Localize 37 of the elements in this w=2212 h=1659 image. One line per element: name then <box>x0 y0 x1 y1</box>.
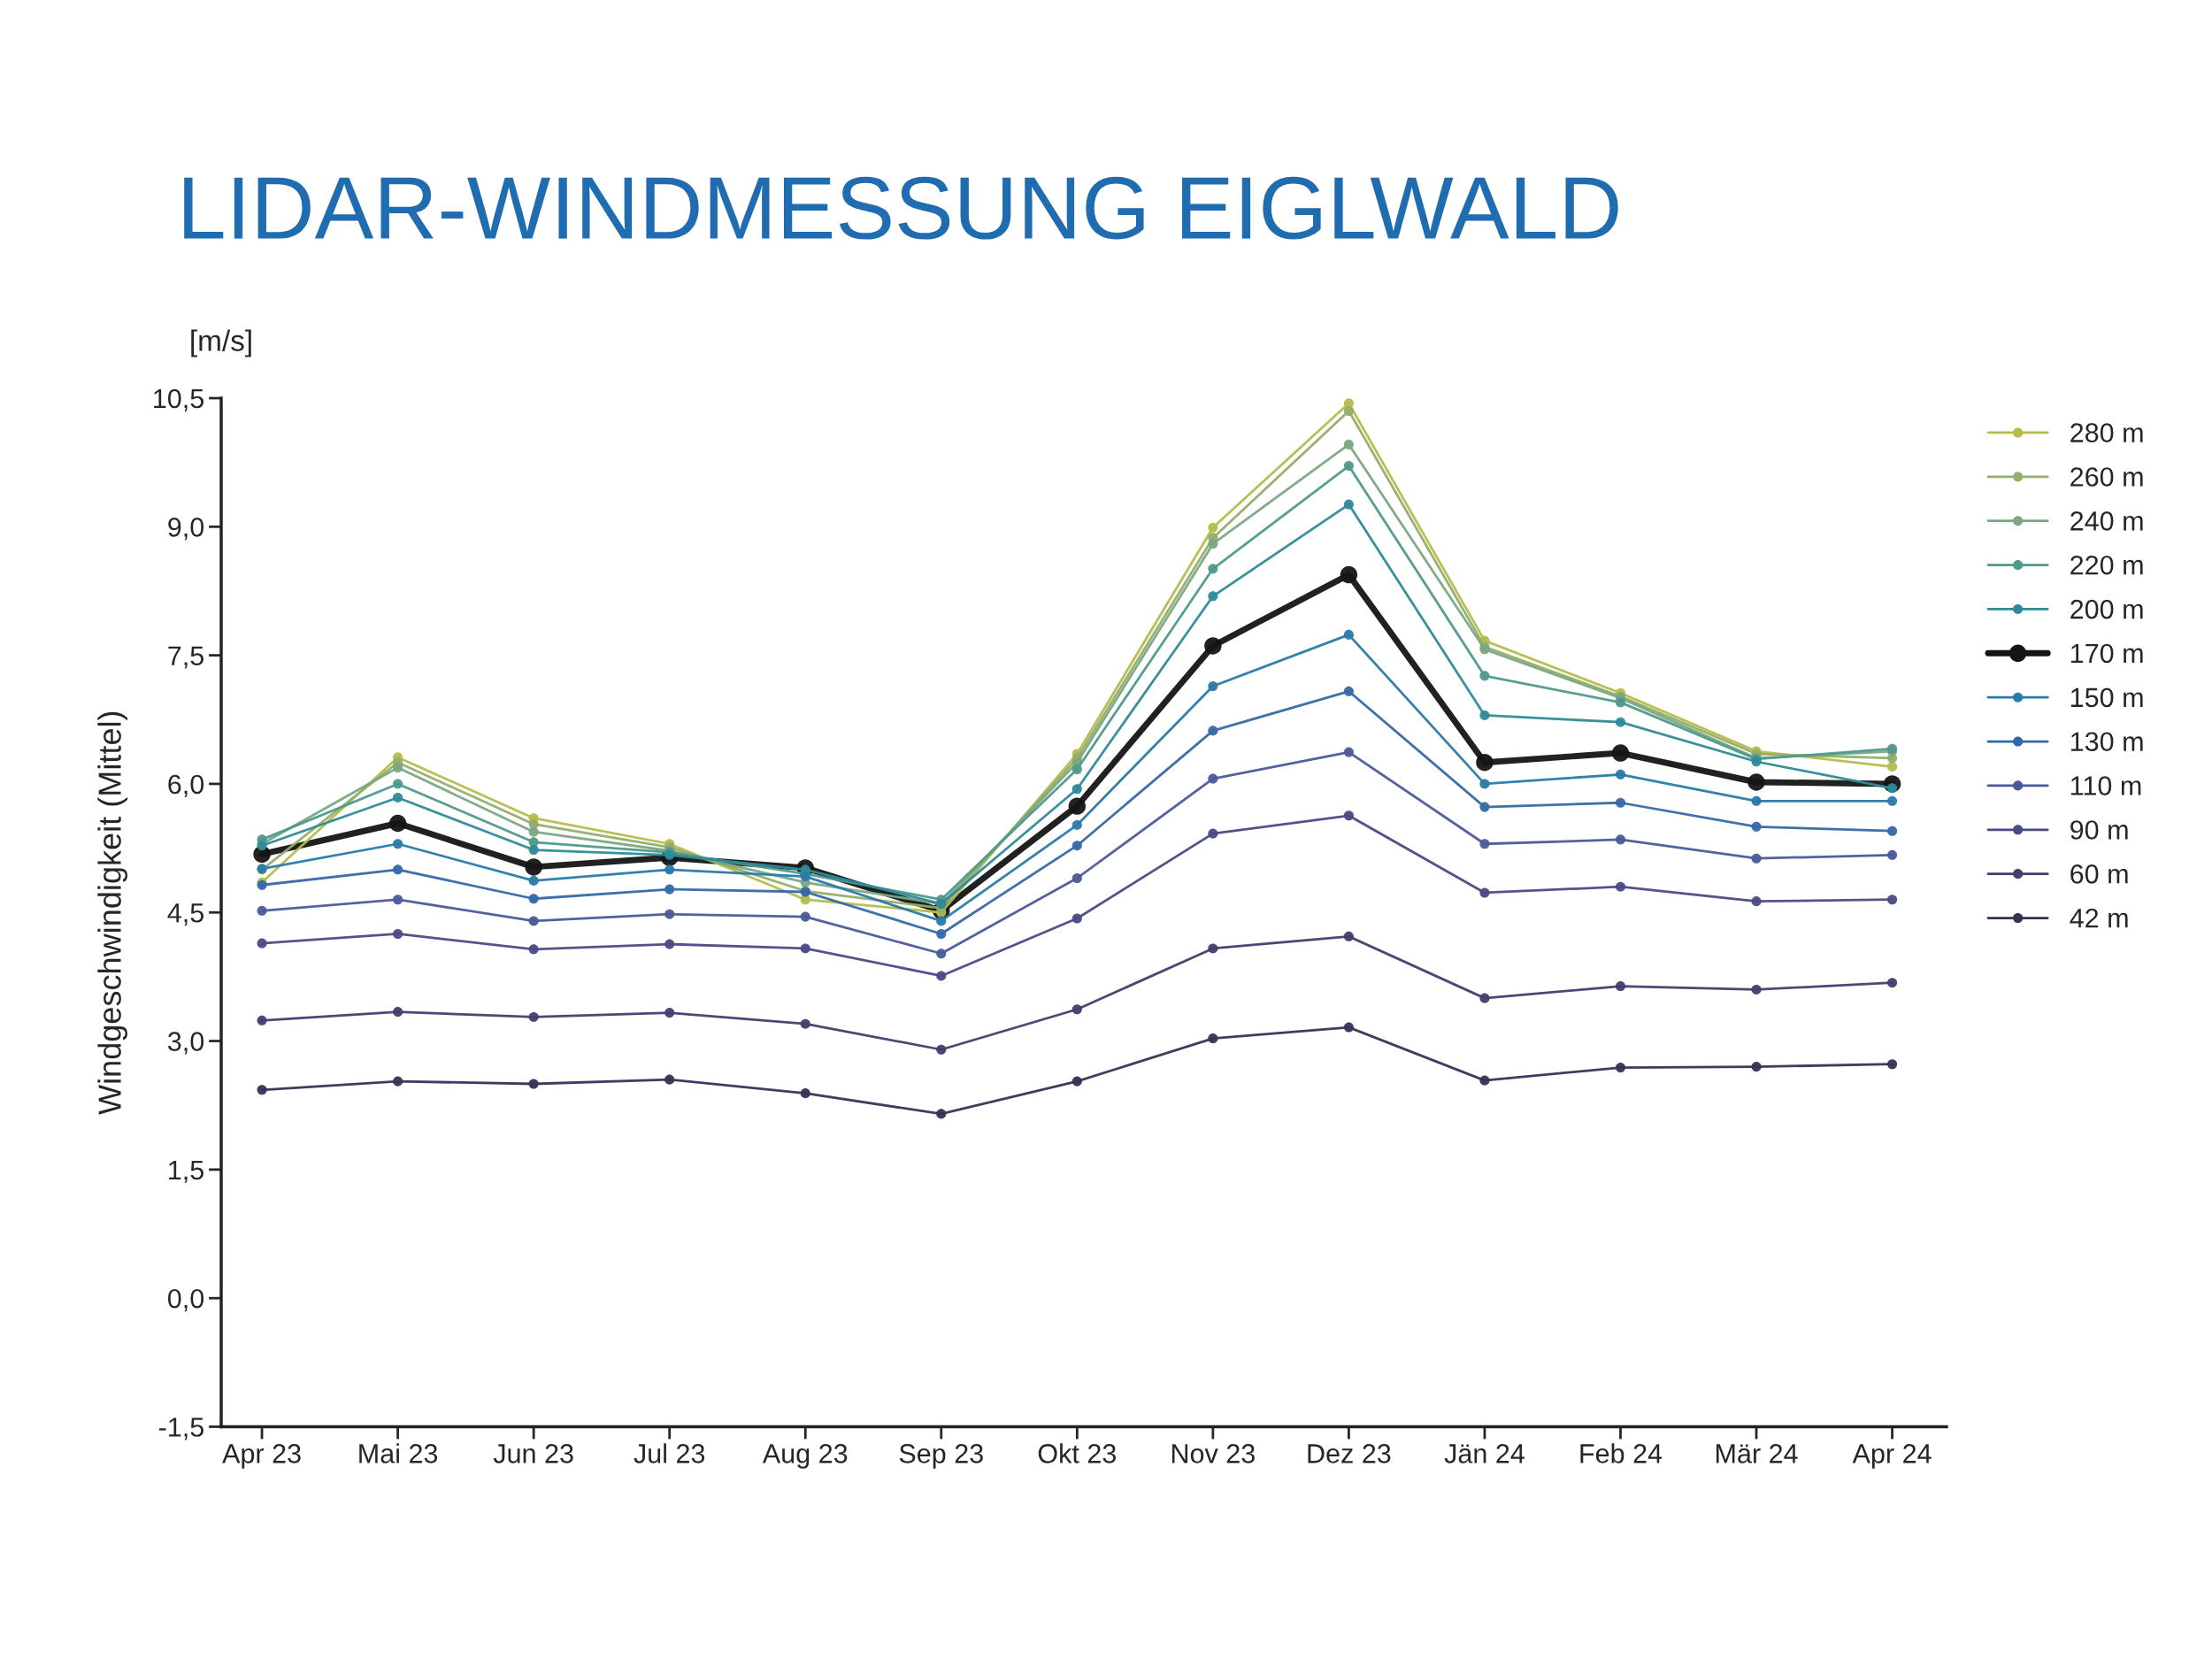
x-tick-label: Mär 24 <box>1717 1444 1798 1463</box>
y-tick-label: 4,5 <box>167 903 204 926</box>
text: [m/s] <box>191 329 251 357</box>
y-tick-label: 10,5 <box>154 388 204 411</box>
legend-label: 220 m <box>2070 555 2143 575</box>
x-tick-label: Dez 23 <box>1308 1444 1391 1463</box>
y-tick-label: 6,0 <box>168 774 204 797</box>
legend-label: 260 m <box>2070 467 2143 487</box>
x-tick-label: Jul 23 <box>634 1443 705 1463</box>
y-axis-title: Windgeschwindigkeit (Mittel) <box>97 711 128 1115</box>
legend-label: 170 m <box>2071 643 2143 664</box>
y-tick-label: 3,0 <box>167 1032 204 1055</box>
legend-label: 42 m <box>2070 908 2128 928</box>
x-tick-label: Jän 24 <box>1444 1444 1525 1463</box>
x-tick-label: Okt 23 <box>1038 1443 1116 1463</box>
legend-label: 200 m <box>2070 599 2143 619</box>
y-tick-label: 7,5 <box>168 646 204 669</box>
y-tick-label: 9,0 <box>168 518 204 541</box>
chart-title: LIDAR-WINDMESSUNG EIGLWALD <box>184 176 1618 240</box>
legend-label: 60 m <box>2070 864 2128 884</box>
legend-label: 130 m <box>2071 732 2143 752</box>
legend-label: 150 m <box>2071 687 2143 708</box>
legend-label: 280 m <box>2070 423 2143 442</box>
x-tick-label: Mai 23 <box>359 1443 438 1463</box>
legend-label: 240 m <box>2070 511 2143 531</box>
x-tick-label: Aug 23 <box>762 1444 848 1469</box>
x-tick-label: Nov 23 <box>1171 1444 1255 1463</box>
y-tick-label: 0,0 <box>167 1288 204 1312</box>
y-tick-label: -1,5 <box>158 1417 204 1440</box>
x-tick-label: Sep 23 <box>899 1444 983 1469</box>
x-tick-label: Apr 24 <box>1852 1444 1932 1469</box>
x-tick-label: Jun 23 <box>493 1444 573 1463</box>
y-tick-label: 1,5 <box>169 1160 204 1183</box>
x-tick-label: Feb 24 <box>1580 1443 1663 1463</box>
x-tick-label: Apr 23 <box>222 1444 301 1469</box>
legend-label: 90 m <box>2070 820 2128 840</box>
legend-label: 110 m <box>2071 776 2141 795</box>
